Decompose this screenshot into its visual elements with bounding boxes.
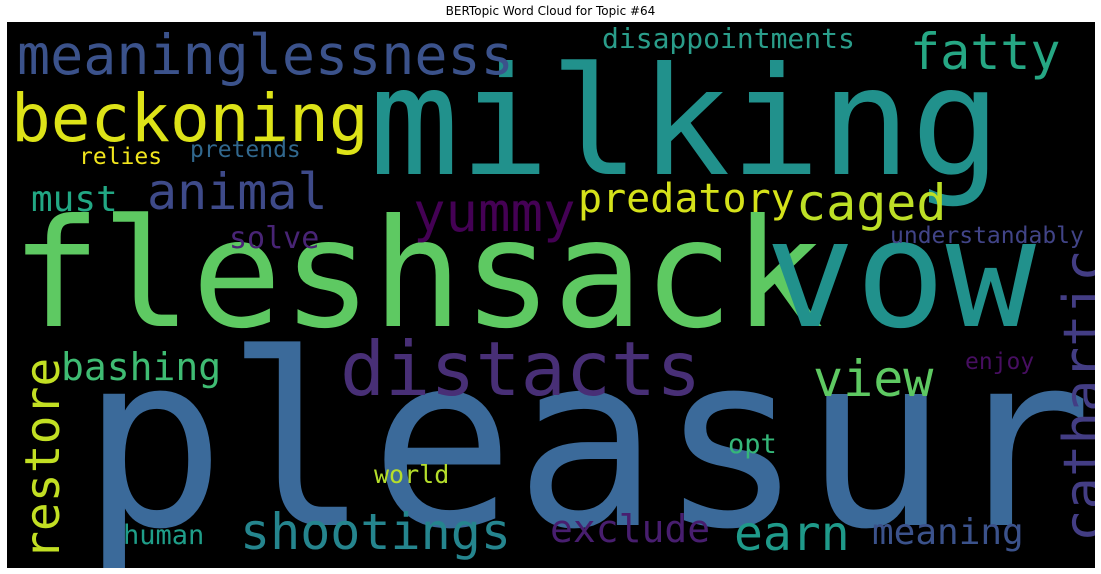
- word-disappointments: disappointments: [602, 22, 855, 55]
- word-enjoy: enjoy: [965, 349, 1035, 375]
- word-beckoning: beckoning: [11, 80, 369, 157]
- word-cathartic: cathartic: [1052, 249, 1095, 542]
- word-distacts: distacts: [340, 325, 702, 413]
- word-must: must: [31, 179, 118, 220]
- word-shootings: shootings: [240, 503, 511, 561]
- word-caged: caged: [796, 174, 947, 232]
- word-opt: opt: [728, 429, 777, 460]
- word-solve: solve: [229, 221, 320, 256]
- word-vow: vow: [765, 188, 1036, 362]
- word-pleasure: pleasure: [81, 302, 1095, 568]
- word-pretends: pretends: [190, 137, 301, 163]
- word-meaninglessness: meaninglessness: [17, 23, 514, 87]
- word-animal: animal: [147, 163, 328, 221]
- word-bashing: bashing: [61, 345, 222, 389]
- word-understandably: understandably: [890, 223, 1084, 249]
- word-predatory: predatory: [578, 176, 795, 222]
- word-meaning: meaning: [872, 512, 1024, 553]
- word-exclude: exclude: [550, 507, 711, 551]
- word-milking: milking: [369, 36, 1002, 210]
- word-yummy: yummy: [413, 181, 576, 244]
- chart-title: BERTopic Word Cloud for Topic #64: [445, 4, 656, 18]
- word-cloud: milking pleasure fleshsack vow beckoning…: [7, 22, 1095, 568]
- word-restore: restore: [15, 357, 71, 560]
- word-earn: earn: [734, 506, 850, 562]
- word-fleshsack: fleshsack: [11, 188, 824, 362]
- word-relies: relies: [79, 144, 163, 170]
- word-view: view: [813, 350, 934, 408]
- word-fatty: fatty: [910, 23, 1061, 81]
- word-human: human: [123, 520, 205, 551]
- word-world: world: [374, 460, 450, 489]
